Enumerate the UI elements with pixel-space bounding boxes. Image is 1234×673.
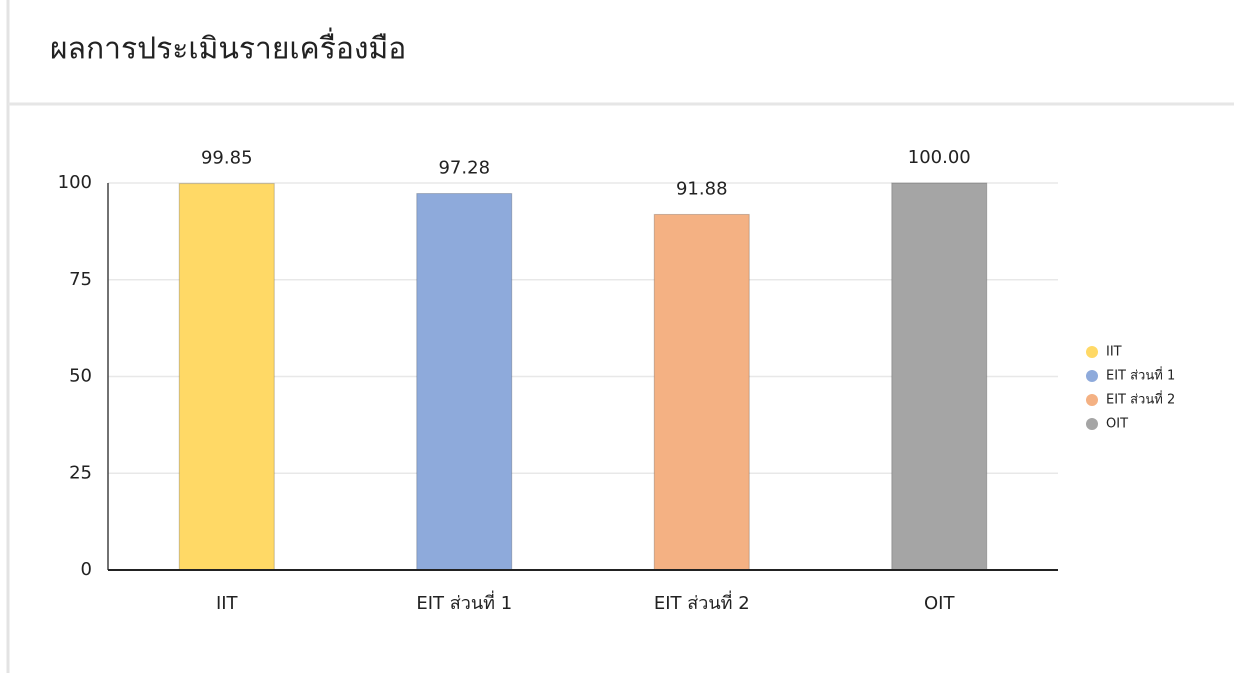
legend-label: EIT ส่วนที่ 2 (1106, 391, 1175, 408)
value-label: 91.88 (676, 178, 728, 199)
bar (416, 193, 513, 571)
chart-title: ผลการประเมินรายเครื่องมือ (50, 28, 406, 67)
legend-swatch (1086, 394, 1098, 406)
bar (891, 182, 988, 571)
y-tick-label: 50 (69, 366, 92, 387)
x-tick-label: EIT ส่วนที่ 1 (416, 590, 512, 614)
y-tick-label: 0 (81, 559, 92, 580)
x-tick-label: EIT ส่วนที่ 2 (654, 590, 750, 614)
value-label: 97.28 (438, 158, 490, 179)
value-label: 100.00 (908, 147, 971, 168)
y-tick-label: 100 (58, 172, 92, 193)
x-tick-label: IIT (216, 593, 239, 614)
y-tick-label: 25 (69, 462, 92, 483)
bar (178, 183, 275, 571)
value-label: 99.85 (201, 148, 253, 169)
legend-label: OIT (1106, 417, 1128, 432)
bar (653, 213, 750, 571)
legend-swatch (1086, 370, 1098, 382)
legend-swatch (1086, 346, 1098, 358)
legend-label: EIT ส่วนที่ 1 (1106, 367, 1175, 384)
x-tick-label: OIT (924, 593, 955, 614)
y-tick-label: 75 (69, 269, 92, 290)
legend-label: IIT (1106, 345, 1122, 360)
legend-swatch (1086, 418, 1098, 430)
